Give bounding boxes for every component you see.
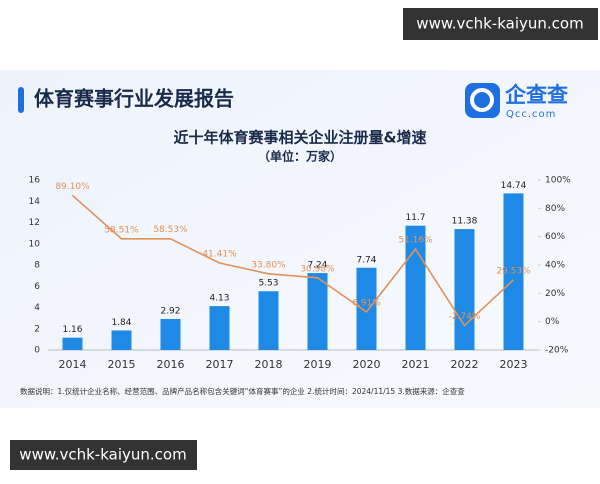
bar-value-label: 7.24 <box>307 261 327 271</box>
line-value-label: 33.80% <box>251 260 286 270</box>
bar-value-label: 7.74 <box>356 255 376 265</box>
y-tick-label: 6 <box>34 282 40 292</box>
line-value-label: 58.53% <box>153 225 188 235</box>
bar <box>258 291 279 350</box>
logo-domain: Qcc.com <box>506 109 556 120</box>
line-value-label: 89.10% <box>55 182 90 192</box>
chart-subtitle: （单位：万家） <box>258 149 342 164</box>
line-value-label: 29.53% <box>496 266 531 276</box>
line-value-label: -2.74% <box>449 312 481 322</box>
line-value-label: 58.51% <box>104 225 139 235</box>
chart-title: 近十年体育赛事相关企业注册量&增速 <box>173 129 426 147</box>
watermark: www.vchk-kaiyun.com <box>416 15 583 33</box>
header-accent <box>18 87 24 113</box>
x-tick-label: 2017 <box>206 358 234 371</box>
x-tick-label: 2023 <box>500 358 528 371</box>
x-tick-label: 2020 <box>353 358 381 371</box>
y2-tick-label: 40% <box>545 261 565 271</box>
bar-value-label: 11.38 <box>452 217 478 227</box>
y2-tick-label: 20% <box>545 289 565 299</box>
line-value-label: 51.16% <box>398 236 433 246</box>
watermark-box <box>403 8 598 40</box>
watermark: www.vchk-kaiyun.com <box>19 446 186 464</box>
bar <box>62 337 83 350</box>
bar-value-label: 2.92 <box>160 306 180 316</box>
y-tick-label: 16 <box>29 176 41 186</box>
bar <box>356 267 377 350</box>
x-tick-label: 2016 <box>157 358 185 371</box>
y2-tick-label: -20% <box>545 346 569 356</box>
line <box>71 194 515 327</box>
bar-value-label: 1.16 <box>62 325 82 335</box>
logo-icon-ring <box>470 88 494 112</box>
x-tick-label: 2015 <box>108 358 136 371</box>
bar <box>454 229 475 350</box>
bar <box>503 193 524 350</box>
bar-value-label: 4.13 <box>209 294 229 304</box>
line-value-label: 30.98% <box>300 264 335 274</box>
bar <box>111 330 132 350</box>
bar <box>307 273 328 350</box>
plot: 0 2 4 6 8 10 12 14 16 -20% 0% 20% 40% 60% 80% 100% 2014 2… <box>29 176 572 372</box>
line-value-label: 6.91% <box>352 298 381 308</box>
y2-tick-label: 80% <box>545 204 565 214</box>
bar-value-label: 5.53 <box>258 279 278 289</box>
x-tick-label: 2021 <box>402 358 430 371</box>
bar-value-label: 11.7 <box>405 213 425 223</box>
line-value-label: 41.41% <box>202 250 237 260</box>
y-tick-label: 12 <box>29 218 40 228</box>
x-tick-label: 2022 <box>451 358 479 371</box>
logo-text: 企查查 <box>504 83 568 107</box>
y-tick-label: 2 <box>34 324 40 334</box>
header-title: 体育赛事行业发展报告 <box>34 87 234 111</box>
y-tick-label: 0 <box>34 346 40 356</box>
y-tick-label: 10 <box>29 239 41 249</box>
bar <box>209 306 230 350</box>
bar-value-label: 1.84 <box>111 318 131 328</box>
x-tick-label: 2019 <box>304 358 332 371</box>
footnote: 数据说明：1.仅统计企业名称、经营范围、品牌产品名称包含关键词“体育赛事”的企业… <box>20 386 465 396</box>
watermark-box <box>10 440 197 470</box>
x-tick-label: 2014 <box>59 358 87 371</box>
bar <box>160 318 181 350</box>
bar-value-label: 14.74 <box>501 181 527 191</box>
card <box>0 70 600 408</box>
y-tick-label: 14 <box>29 197 41 207</box>
y2-tick-label: 60% <box>545 232 565 242</box>
y2-tick-label: 0% <box>545 317 560 327</box>
y2-tick-label: 100% <box>545 176 571 186</box>
x-tick-label: 2018 <box>255 358 283 371</box>
y-tick-label: 4 <box>34 303 40 313</box>
y-tick-label: 8 <box>34 261 40 271</box>
